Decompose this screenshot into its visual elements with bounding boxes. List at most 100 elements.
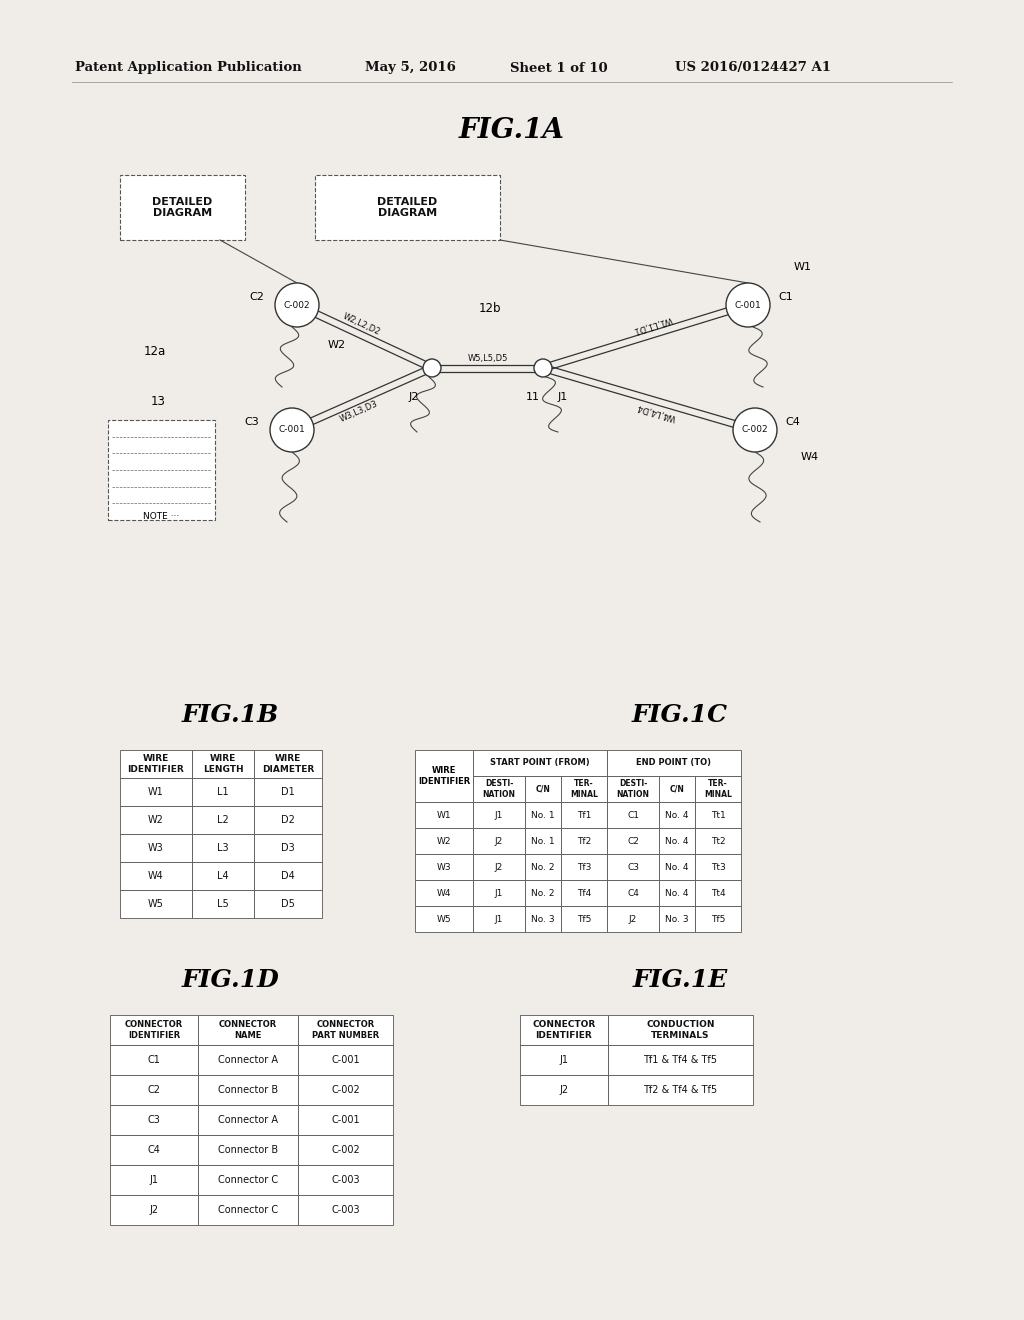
Text: US 2016/0124427 A1: US 2016/0124427 A1 xyxy=(675,62,831,74)
Bar xyxy=(695,906,741,932)
Text: Tf4: Tf4 xyxy=(577,888,591,898)
Bar xyxy=(415,750,473,803)
Text: C-002: C-002 xyxy=(284,301,310,309)
Text: TER-
MINAL: TER- MINAL xyxy=(705,779,732,799)
Text: C2: C2 xyxy=(627,837,639,846)
Bar xyxy=(561,776,607,803)
Text: C2: C2 xyxy=(147,1085,161,1096)
Bar xyxy=(525,828,561,854)
Text: NOTE ···: NOTE ··· xyxy=(143,512,179,521)
Text: No. 2: No. 2 xyxy=(531,862,555,871)
Text: W5: W5 xyxy=(148,899,164,909)
Bar xyxy=(695,828,741,854)
Bar xyxy=(608,1015,753,1045)
Bar xyxy=(607,854,659,880)
Bar xyxy=(193,890,254,917)
Text: D5: D5 xyxy=(281,899,295,909)
Text: J2: J2 xyxy=(495,862,503,871)
Text: No. 1: No. 1 xyxy=(531,837,555,846)
Bar xyxy=(520,1015,608,1045)
Bar xyxy=(254,890,322,917)
Bar xyxy=(198,1045,298,1074)
Text: C2: C2 xyxy=(250,292,264,302)
Bar xyxy=(659,803,695,828)
Text: END POINT (TO): END POINT (TO) xyxy=(637,759,712,767)
Text: W1: W1 xyxy=(436,810,452,820)
Bar xyxy=(110,1166,198,1195)
Text: 12b: 12b xyxy=(479,302,502,315)
Text: C1: C1 xyxy=(778,292,794,302)
Bar xyxy=(607,880,659,906)
Text: No. 4: No. 4 xyxy=(666,888,689,898)
Bar xyxy=(298,1015,393,1045)
Text: CONNECTOR
PART NUMBER: CONNECTOR PART NUMBER xyxy=(312,1020,379,1040)
Text: DESTI-
NATION: DESTI- NATION xyxy=(482,779,515,799)
Bar xyxy=(120,807,193,834)
Text: Tf2: Tf2 xyxy=(577,837,591,846)
Bar xyxy=(659,828,695,854)
Text: W4,L4,D4: W4,L4,D4 xyxy=(636,401,678,421)
Text: No. 4: No. 4 xyxy=(666,862,689,871)
Text: No. 2: No. 2 xyxy=(531,888,555,898)
Text: Tf1: Tf1 xyxy=(577,810,591,820)
Text: FIG.1A: FIG.1A xyxy=(459,116,565,144)
Text: C-003: C-003 xyxy=(331,1205,359,1214)
Text: L3: L3 xyxy=(217,843,228,853)
Bar xyxy=(695,776,741,803)
Text: W3: W3 xyxy=(148,843,164,853)
Text: J2: J2 xyxy=(629,915,637,924)
Text: C-002: C-002 xyxy=(331,1144,359,1155)
Text: DETAILED
DIAGRAM: DETAILED DIAGRAM xyxy=(378,197,437,218)
Text: J1: J1 xyxy=(495,915,503,924)
Bar xyxy=(254,807,322,834)
Bar xyxy=(198,1105,298,1135)
Bar xyxy=(520,1045,608,1074)
Bar xyxy=(659,776,695,803)
Bar xyxy=(561,828,607,854)
Bar xyxy=(561,854,607,880)
Text: DETAILED
DIAGRAM: DETAILED DIAGRAM xyxy=(153,197,213,218)
Text: J2: J2 xyxy=(495,837,503,846)
Bar xyxy=(254,750,322,777)
Bar xyxy=(415,803,473,828)
Bar xyxy=(473,776,525,803)
Bar xyxy=(120,890,193,917)
Text: FIG.1D: FIG.1D xyxy=(181,968,279,993)
Text: J1: J1 xyxy=(558,392,568,403)
Text: Tf3: Tf3 xyxy=(577,862,591,871)
Text: L4: L4 xyxy=(217,871,228,880)
Bar xyxy=(110,1105,198,1135)
Text: Patent Application Publication: Patent Application Publication xyxy=(75,62,302,74)
Text: WIRE
LENGTH: WIRE LENGTH xyxy=(203,754,244,774)
Text: W2: W2 xyxy=(148,814,164,825)
Bar xyxy=(120,834,193,862)
Text: FIG.1C: FIG.1C xyxy=(632,704,728,727)
Bar xyxy=(695,803,741,828)
Bar xyxy=(659,906,695,932)
Bar xyxy=(298,1045,393,1074)
Text: 11: 11 xyxy=(526,392,540,403)
Bar xyxy=(110,1074,198,1105)
Circle shape xyxy=(534,359,552,378)
Bar xyxy=(198,1074,298,1105)
Bar xyxy=(193,807,254,834)
Circle shape xyxy=(270,408,314,451)
Bar xyxy=(415,880,473,906)
Bar xyxy=(193,834,254,862)
Text: C4: C4 xyxy=(785,417,801,426)
Bar xyxy=(561,906,607,932)
Text: C/N: C/N xyxy=(536,784,551,793)
Bar xyxy=(525,776,561,803)
Bar xyxy=(607,776,659,803)
Text: W3: W3 xyxy=(436,862,452,871)
Bar xyxy=(659,854,695,880)
Bar xyxy=(198,1015,298,1045)
Bar xyxy=(120,862,193,890)
Text: W2,L2,D2: W2,L2,D2 xyxy=(342,312,382,337)
Bar xyxy=(198,1135,298,1166)
Text: WIRE
IDENTIFIER: WIRE IDENTIFIER xyxy=(128,754,184,774)
Text: J2: J2 xyxy=(150,1205,159,1214)
Text: No. 3: No. 3 xyxy=(666,915,689,924)
Bar xyxy=(193,750,254,777)
Bar xyxy=(473,854,525,880)
